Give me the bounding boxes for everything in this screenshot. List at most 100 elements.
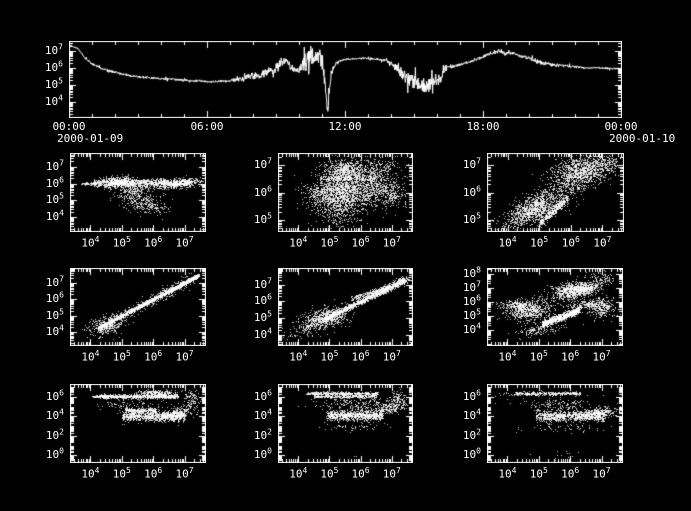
y-tick-label: 104 (462, 407, 481, 423)
y-tick-label: 100 (45, 446, 64, 462)
y-tick-label: 102 (462, 427, 481, 442)
x-tick-label: 106 (144, 235, 163, 250)
y-tick-label: 107 (462, 279, 481, 294)
x-tick-label: 106 (561, 349, 580, 364)
x-tick-label: 104 (498, 235, 517, 250)
x-tick-label: 105 (112, 349, 131, 364)
y-tick-label: 107 (253, 276, 272, 291)
y-tick-label: 107 (44, 42, 63, 58)
y-tick-label: 107 (45, 274, 64, 289)
x-tick-label: 106 (351, 466, 370, 481)
x-tick-label: 107 (592, 349, 611, 364)
y-tick-label: 100 (462, 446, 481, 462)
y-tick-label: 106 (462, 293, 481, 308)
y-tick-label: 105 (45, 306, 64, 322)
plot-canvas (487, 268, 623, 346)
y-tick-label: 104 (45, 323, 64, 339)
date-label-end: 2000-01-10 (609, 132, 676, 145)
x-tick-label: 107 (175, 235, 194, 250)
x-tick-label: 105 (529, 349, 548, 364)
y-tick-label: 108 (462, 265, 481, 280)
y-tick-label: 105 (462, 307, 481, 322)
x-tick-label: 107 (592, 466, 611, 481)
x-tick-label: 104 (498, 349, 517, 364)
scatter-panel-r3c3: 104 105 106 107 100 102 104 106 (463, 384, 623, 480)
x-tick-label: 106 (351, 349, 370, 364)
x-tick-label: 104 (289, 466, 308, 481)
y-tick-label: 104 (45, 407, 64, 423)
scatter-panel-r1c3: 104 105 106 107 105 106 107 (463, 153, 624, 249)
timeseries-panel: 104 105 106 107 (45, 41, 622, 118)
x-tick-label: 105 (112, 466, 131, 481)
x-tick-label: 106 (561, 235, 580, 250)
y-tick-label: 104 (253, 326, 272, 342)
x-tick-label: 106 (144, 349, 163, 364)
x-tick-label: 106 (351, 235, 370, 250)
x-tick-label: 105 (530, 235, 549, 250)
x-tick-label: 107 (593, 235, 612, 250)
y-tick-label: 106 (253, 184, 272, 199)
plot-canvas (70, 384, 206, 463)
plot-canvas (70, 268, 206, 346)
scatter-panel-r1c1: 104 105 106 107 104 105 106 107 (46, 153, 206, 249)
y-tick-label: 106 (253, 292, 272, 308)
time-tick-label: 06:00 (190, 120, 224, 133)
y-tick-label: 106 (253, 388, 272, 403)
date-label-start: 2000-01-09 (57, 132, 124, 145)
scatter-panel-r3c2: 104 105 106 107 100 102 104 106 (254, 384, 413, 480)
x-tick-label: 107 (382, 466, 401, 481)
x-tick-label: 104 (289, 235, 308, 250)
time-tick-label: 00:00 (52, 120, 86, 133)
plot-canvas (69, 41, 622, 118)
scatter-panel-r2c1: 104 105 106 107 104 105 106 107 (46, 268, 206, 363)
plot-canvas (487, 153, 624, 232)
x-tick-label: 105 (320, 235, 339, 250)
plot-canvas (278, 384, 413, 463)
y-tick-label: 106 (45, 175, 64, 190)
scatter-panel-r1c2: 104 105 106 107 105 106 107 (254, 153, 413, 249)
y-tick-label: 107 (462, 156, 481, 172)
x-tick-label: 107 (175, 466, 194, 481)
y-tick-label: 104 (462, 321, 481, 336)
y-tick-label: 104 (253, 407, 272, 423)
time-tick-label: 18:00 (466, 120, 500, 133)
y-tick-label: 107 (253, 156, 272, 172)
x-tick-label: 106 (561, 466, 580, 481)
x-tick-label: 105 (320, 466, 339, 481)
y-tick-label: 105 (44, 76, 63, 92)
plot-canvas (70, 153, 206, 232)
y-tick-label: 102 (45, 427, 64, 442)
time-tick-label: 00:00 (604, 120, 638, 133)
y-tick-label: 105 (253, 211, 272, 227)
x-tick-label: 104 (498, 466, 517, 481)
x-tick-label: 107 (175, 349, 194, 364)
y-tick-label: 105 (253, 309, 272, 325)
y-tick-label: 102 (253, 427, 272, 442)
y-tick-label: 106 (462, 388, 481, 403)
x-tick-label: 104 (81, 349, 100, 364)
y-tick-label: 107 (45, 158, 64, 173)
y-tick-label: 104 (44, 93, 63, 109)
plot-canvas (487, 384, 623, 463)
x-tick-label: 105 (320, 349, 339, 364)
plot-canvas (278, 268, 413, 346)
time-tick-label: 12:00 (328, 120, 362, 133)
scatter-panel-r3c1: 104 105 106 107 100 102 104 106 (46, 384, 206, 480)
y-tick-label: 106 (462, 184, 481, 199)
x-tick-label: 106 (144, 466, 163, 481)
y-tick-label: 104 (45, 208, 64, 224)
plot-canvas (278, 153, 413, 232)
x-tick-label: 104 (81, 235, 100, 250)
x-tick-label: 105 (529, 466, 548, 481)
y-tick-label: 106 (45, 388, 64, 403)
x-tick-label: 104 (81, 466, 100, 481)
y-tick-label: 105 (462, 211, 481, 227)
y-tick-label: 106 (44, 59, 63, 75)
x-tick-label: 107 (382, 235, 401, 250)
y-tick-label: 106 (45, 290, 64, 306)
y-tick-label: 105 (45, 191, 64, 207)
x-tick-label: 105 (112, 235, 131, 250)
scatter-panel-r2c2: 104 105 106 107 104 105 106 107 (254, 268, 413, 363)
x-tick-label: 107 (382, 349, 401, 364)
